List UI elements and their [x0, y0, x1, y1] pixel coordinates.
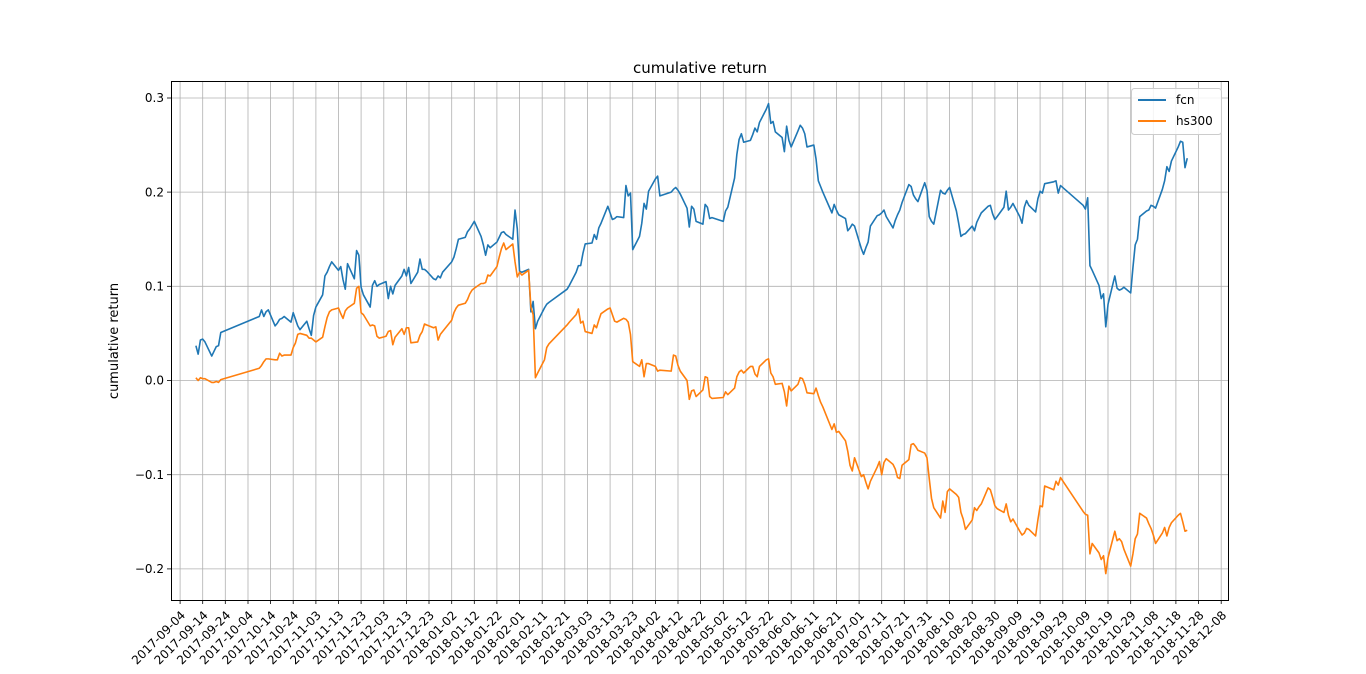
- y-tick-label: 0.3: [145, 91, 164, 105]
- chart-title: cumulative return: [633, 59, 767, 77]
- y-axis-label: cumulative return: [107, 283, 122, 399]
- y-tick-label: 0.2: [145, 185, 164, 199]
- plot-frame: [171, 81, 1229, 601]
- series-line-hs300: [195, 242, 1188, 575]
- y-tick-label: −0.1: [135, 468, 164, 482]
- series-line-fcn: [195, 102, 1189, 357]
- x-axis: 2017-09-042017-09-142017-09-242017-10-04…: [129, 600, 1229, 667]
- y-tick-label: 0.0: [145, 374, 164, 388]
- series-lines: [195, 102, 1189, 575]
- y-tick-label: 0.1: [145, 280, 164, 294]
- legend: fcn hs300: [1131, 88, 1222, 135]
- y-tick-label: −0.2: [135, 562, 164, 576]
- legend-label-fcn: fcn: [1176, 93, 1194, 107]
- grid-lines: [171, 81, 1228, 600]
- y-axis: −0.2 −0.1 0.0 0.1 0.2 0.3: [135, 91, 171, 576]
- legend-label-hs300: hs300: [1176, 114, 1213, 128]
